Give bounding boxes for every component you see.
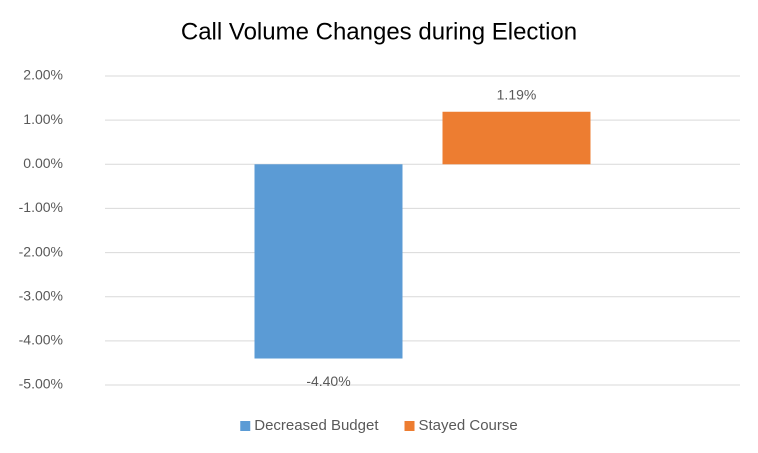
y-tick-label: -4.00% [19, 332, 63, 348]
chart-title: Call Volume Changes during Election [181, 18, 577, 45]
y-tick-label: -1.00% [19, 199, 63, 215]
y-tick-label: -3.00% [19, 287, 63, 303]
y-tick-label: 2.00% [23, 67, 63, 83]
legend-label: Decreased Budget [254, 417, 379, 434]
data-label: 1.19% [497, 86, 537, 102]
y-tick-label: -2.00% [19, 243, 63, 259]
y-tick-label: 1.00% [23, 111, 63, 127]
legend-swatch [240, 421, 251, 431]
bar [254, 164, 403, 359]
legend-swatch [404, 421, 415, 431]
data-label: -4.40% [306, 373, 350, 389]
bar [442, 111, 591, 165]
y-tick-label: 0.00% [23, 155, 63, 171]
y-tick-label: -5.00% [19, 376, 63, 392]
legend-label: Stayed Course [419, 417, 518, 434]
